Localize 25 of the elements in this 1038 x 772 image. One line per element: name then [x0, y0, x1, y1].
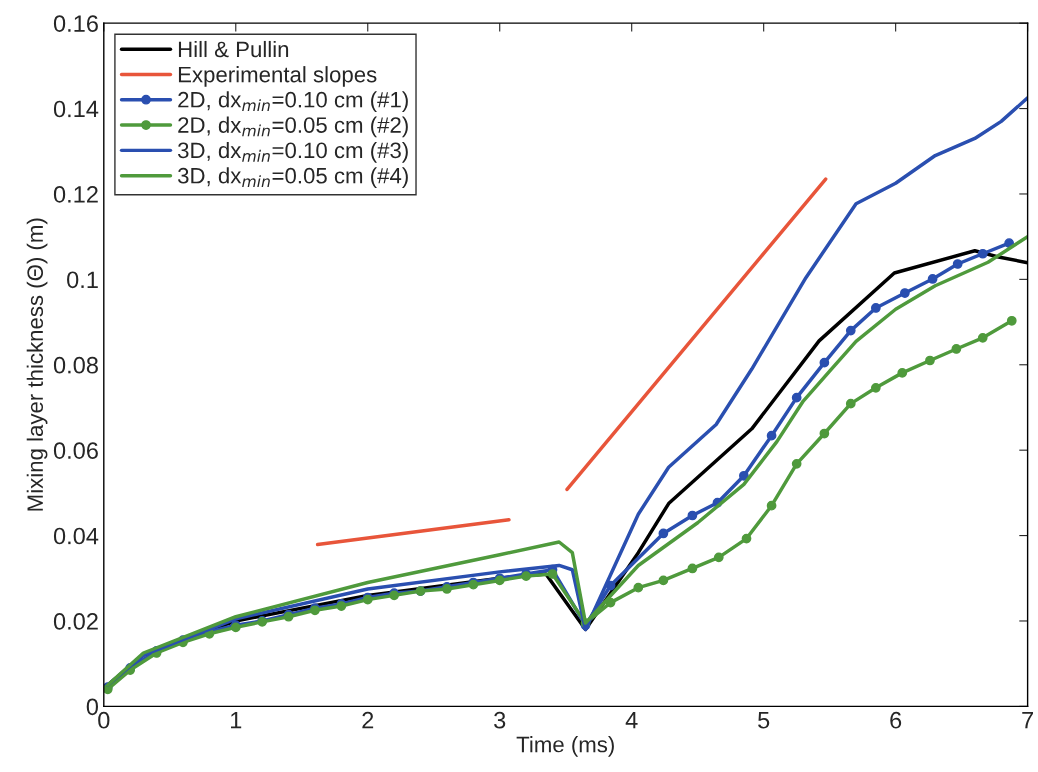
- y-tick-label: 0.12: [53, 186, 98, 203]
- y-tick-label: 0: [86, 698, 99, 716]
- legend-label: Hill & Pullin: [178, 40, 289, 58]
- x-tick-label: 0: [98, 711, 110, 729]
- x-tick-label: 7: [1022, 712, 1033, 729]
- legend-label: 2D, dx$_{min}$=0.10 cm (#1): [178, 91, 408, 112]
- x-tick-label: 6: [890, 711, 902, 729]
- x-tick-label: 5: [758, 712, 770, 729]
- x-tick-label: 2: [362, 711, 374, 729]
- y-tick-label: 0.14: [53, 100, 99, 118]
- legend-label: Experimental slopes: [178, 66, 377, 87]
- x-tick-label: 4: [625, 712, 638, 729]
- legend-label: 3D, dx$_{min}$=0.05 cm (#4): [177, 167, 408, 188]
- y-tick-label: 0.16: [53, 15, 98, 32]
- y-tick-label: 0.02: [53, 613, 98, 630]
- x-axis-title: Time (ms): [516, 736, 614, 757]
- y-tick-label: 0.06: [53, 442, 98, 459]
- x-tick-label: 1: [231, 712, 242, 729]
- y-tick-label: 0.1: [67, 271, 98, 289]
- y-tick-label: 0.04: [53, 527, 99, 545]
- legend-label: 3D, dx$_{min}$=0.10 cm (#3): [177, 141, 408, 163]
- legend-label: 2D, dx$_{min}$=0.05 cm (#2): [178, 116, 408, 138]
- x-tick-label: 3: [494, 711, 506, 729]
- y-axis-title: Mixing layer thickness (Θ) (m): [26, 218, 48, 511]
- y-tick-label: 0.08: [53, 356, 98, 374]
